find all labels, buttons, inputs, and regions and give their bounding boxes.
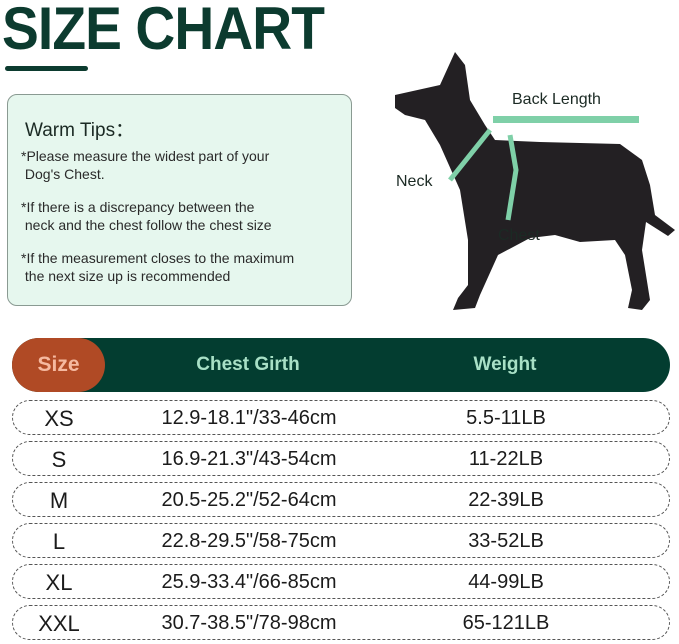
- size-cell: M: [49, 488, 69, 513]
- page-title: SIZE CHART: [2, 0, 325, 62]
- tips-heading: Warm Tips：: [25, 120, 135, 141]
- table-row: M 20.5-25.2"/52-64cm 22-39LB: [12, 482, 670, 517]
- tape-measure-icon: [493, 116, 639, 123]
- chest-girth-cell: 22.8-29.5"/58-75cm: [161, 530, 337, 552]
- tip-item: *If the measurement closes to the maximu…: [21, 250, 295, 284]
- dog-silhouette-icon: [395, 52, 675, 310]
- table-row: XXL 30.7-38.5"/78-98cm 65-121LB: [12, 605, 670, 640]
- chest-girth-cell: 30.7-38.5"/78-98cm: [161, 612, 337, 634]
- chest-label: Chest: [498, 227, 540, 244]
- chest-girth-cell: 16.9-21.3"/43-54cm: [161, 448, 337, 470]
- size-cell: XL: [45, 570, 73, 595]
- size-cell: S: [51, 447, 67, 472]
- chest-girth-cell: 25.9-33.4"/66-85cm: [161, 571, 337, 593]
- warm-tips-box: Warm Tips： *Please measure the widest pa…: [7, 94, 352, 306]
- table-header: Size Chest Girth Weight: [12, 338, 670, 392]
- size-cell: XS: [44, 406, 74, 431]
- weight-cell: 22-39LB: [468, 489, 544, 511]
- tip-item: *If there is a discrepancy between the n…: [21, 199, 272, 233]
- weight-cell: 44-99LB: [468, 571, 544, 593]
- weight-cell: 5.5-11LB: [466, 407, 546, 429]
- size-cell: L: [52, 529, 66, 554]
- title-underline: [5, 66, 88, 71]
- weight-cell: 65-121LB: [462, 612, 550, 634]
- header-chest-girth: Chest Girth: [196, 354, 300, 375]
- table-row: S 16.9-21.3"/43-54cm 11-22LB: [12, 441, 670, 476]
- table-row: XS 12.9-18.1"/33-46cm 5.5-11LB: [12, 400, 670, 435]
- back-length-label: Back Length: [512, 91, 601, 108]
- size-cell: XXL: [38, 611, 80, 636]
- table-row: XL 25.9-33.4"/66-85cm 44-99LB: [12, 564, 670, 599]
- table-row: L 22.8-29.5"/58-75cm 33-52LB: [12, 523, 670, 558]
- tip-item: *Please measure the widest part of your …: [21, 148, 270, 182]
- header-size: Size: [12, 338, 105, 392]
- header-weight: Weight: [473, 354, 537, 375]
- weight-cell: 33-52LB: [468, 530, 544, 552]
- neck-label: Neck: [396, 173, 433, 190]
- chest-girth-cell: 12.9-18.1"/33-46cm: [161, 407, 337, 429]
- chest-girth-cell: 20.5-25.2"/52-64cm: [161, 489, 337, 511]
- weight-cell: 11-22LB: [468, 448, 544, 470]
